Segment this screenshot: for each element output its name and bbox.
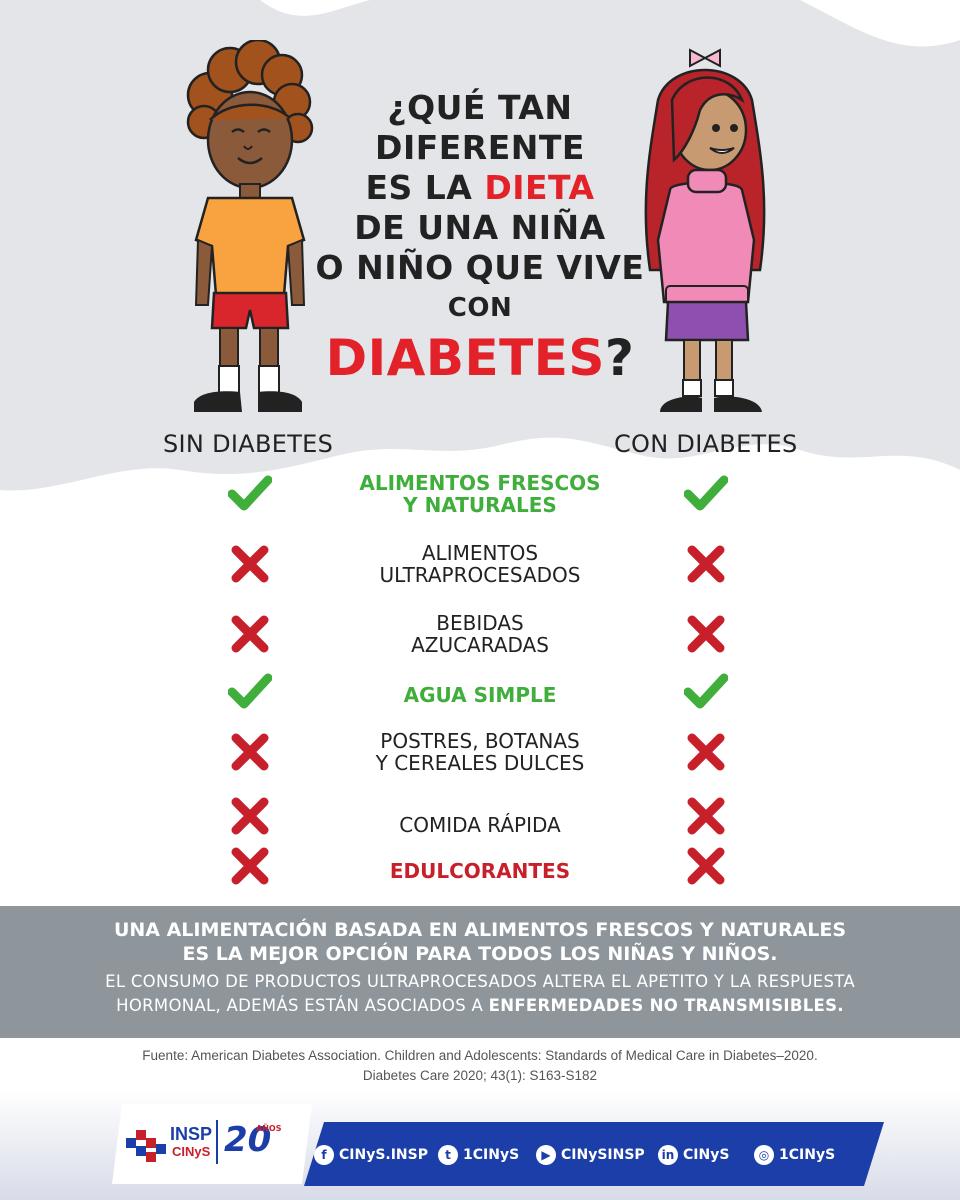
cross-icon-sin xyxy=(228,730,272,774)
linkedin-icon: in xyxy=(658,1145,678,1165)
cross-icon-sin xyxy=(228,844,272,888)
cross-icon-sin xyxy=(228,542,272,586)
row-label-line-1: COMIDA RÁPIDA xyxy=(399,813,561,837)
title-line-2: DIFERENTE xyxy=(375,128,585,167)
row-label: POSTRES, BOTANAS Y CEREALES DULCES xyxy=(330,730,630,774)
social-link-twitter[interactable]: t 1CINyS xyxy=(438,1144,519,1166)
insp-logo-text: INSP xyxy=(170,1124,213,1144)
twitter-icon: t xyxy=(438,1145,458,1165)
social-handle: CINyS xyxy=(683,1147,730,1163)
cross-icon-con xyxy=(684,612,728,656)
social-link-youtube[interactable]: ▶ CINySINSP xyxy=(536,1144,645,1166)
social-link-linkedin[interactable]: in CINyS xyxy=(658,1144,729,1166)
boy-illustration xyxy=(186,40,314,412)
title-line-7: DIABETES? xyxy=(300,328,660,388)
source-line-1: Fuente: American Diabetes Association. C… xyxy=(142,1048,818,1063)
social-link-facebook[interactable]: f CINyS.INSP xyxy=(314,1144,428,1166)
row-label: ALIMENTOS ULTRAPROCESADOS xyxy=(330,542,630,586)
row-label-line-2: AZUCARADAS xyxy=(411,633,549,657)
social-handle: CINyS.INSP xyxy=(339,1147,428,1163)
row-label-line-1: AGUA SIMPLE xyxy=(403,683,557,707)
row-label-line-1: POSTRES, BOTANAS xyxy=(380,729,580,753)
social-handle: CINySINSP xyxy=(561,1147,645,1163)
column-label-con-diabetes: CON DIABETES xyxy=(614,430,798,458)
cross-icon-sin xyxy=(228,612,272,656)
banner-line-1: UNA ALIMENTACIÓN BASADA EN ALIMENTOS FRE… xyxy=(113,919,847,941)
source-citation: Fuente: American Diabetes Association. C… xyxy=(0,1046,960,1086)
row-label-line-2: ULTRAPROCESADOS xyxy=(379,563,581,587)
column-label-sin-diabetes: SIN DIABETES xyxy=(163,430,334,458)
row-label-line-1: ALIMENTOS FRESCOS xyxy=(359,471,601,495)
title-line-1: ¿QUÉ TAN xyxy=(387,88,573,127)
social-handle: 1CINyS xyxy=(463,1147,520,1163)
row-label-line-1: EDULCORANTES xyxy=(389,859,571,883)
title-line-4: DE UNA NIÑA xyxy=(354,208,606,247)
row-label: BEBIDAS AZUCARADAS xyxy=(330,612,630,656)
row-label: EDULCORANTES xyxy=(330,860,630,882)
title-line-3-text: ES LA xyxy=(365,168,485,207)
check-icon-sin xyxy=(227,470,273,514)
cinys-logo-text: CINyS xyxy=(172,1144,211,1159)
row-label: COMIDA RÁPIDA xyxy=(330,814,630,836)
check-icon-con xyxy=(683,668,729,712)
main-title: ¿QUÉ TAN DIFERENTE ES LA DIETA DE UNA NI… xyxy=(300,88,660,388)
instagram-icon: ◎ xyxy=(754,1145,774,1165)
summary-banner: UNA ALIMENTACIÓN BASADA EN ALIMENTOS FRE… xyxy=(0,906,960,1038)
logo-divider xyxy=(216,1120,218,1164)
title-diabetes-highlight: DIABETES xyxy=(325,329,605,387)
social-bar xyxy=(304,1122,884,1186)
banner-line-2: ES LA MEJOR OPCIÓN PARA TODOS LOS NIÑAS … xyxy=(182,943,778,965)
title-question-mark: ? xyxy=(604,329,635,387)
insp-logo-icon xyxy=(124,1122,168,1166)
banner-body: EL CONSUMO DE PRODUCTOS ULTRAPROCESADOS … xyxy=(0,970,960,1018)
banner-line-4-text: HORMONAL, ADEMÁS ESTÁN ASOCIADOS A xyxy=(116,996,489,1015)
cross-icon-con xyxy=(684,542,728,586)
title-line-5: O NIÑO QUE VIVE xyxy=(315,248,645,287)
title-line-6: CON xyxy=(447,293,513,323)
check-icon-con xyxy=(683,470,729,514)
banner-line-4: HORMONAL, ADEMÁS ESTÁN ASOCIADOS A ENFER… xyxy=(0,994,960,1018)
logo-panel xyxy=(112,1104,312,1184)
facebook-icon: f xyxy=(314,1145,334,1165)
girl-illustration xyxy=(644,48,766,412)
cross-icon-con xyxy=(684,730,728,774)
banner-line-3: EL CONSUMO DE PRODUCTOS ULTRAPROCESADOS … xyxy=(105,972,855,991)
social-handle: 1CINyS xyxy=(779,1147,836,1163)
cross-icon-sin xyxy=(228,794,272,838)
anniversary-number: 20 xyxy=(224,1120,272,1160)
row-label: AGUA SIMPLE xyxy=(330,684,630,706)
row-label: ALIMENTOS FRESCOS Y NATURALES xyxy=(330,472,630,516)
youtube-icon: ▶ xyxy=(536,1145,556,1165)
social-link-instagram[interactable]: ◎ 1CINyS xyxy=(754,1144,835,1166)
row-label-line-2: Y NATURALES xyxy=(403,493,557,517)
banner-headline: UNA ALIMENTACIÓN BASADA EN ALIMENTOS FRE… xyxy=(0,918,960,966)
title-line-3: ES LA DIETA xyxy=(300,168,660,208)
check-icon-sin xyxy=(227,668,273,712)
row-label-line-2: Y CEREALES DULCES xyxy=(375,751,585,775)
cross-icon-con xyxy=(684,844,728,888)
banner-line-4-bold: ENFERMEDADES NO TRANSMISIBLES. xyxy=(488,996,844,1015)
row-label-line-1: ALIMENTOS xyxy=(421,541,539,565)
source-line-2: Diabetes Care 2020; 43(1): S163-S182 xyxy=(362,1068,598,1083)
title-dieta-highlight: DIETA xyxy=(484,168,595,207)
row-label-line-1: BEBIDAS xyxy=(436,611,524,635)
cross-icon-con xyxy=(684,794,728,838)
anniversary-word: AÑOS xyxy=(256,1124,282,1133)
